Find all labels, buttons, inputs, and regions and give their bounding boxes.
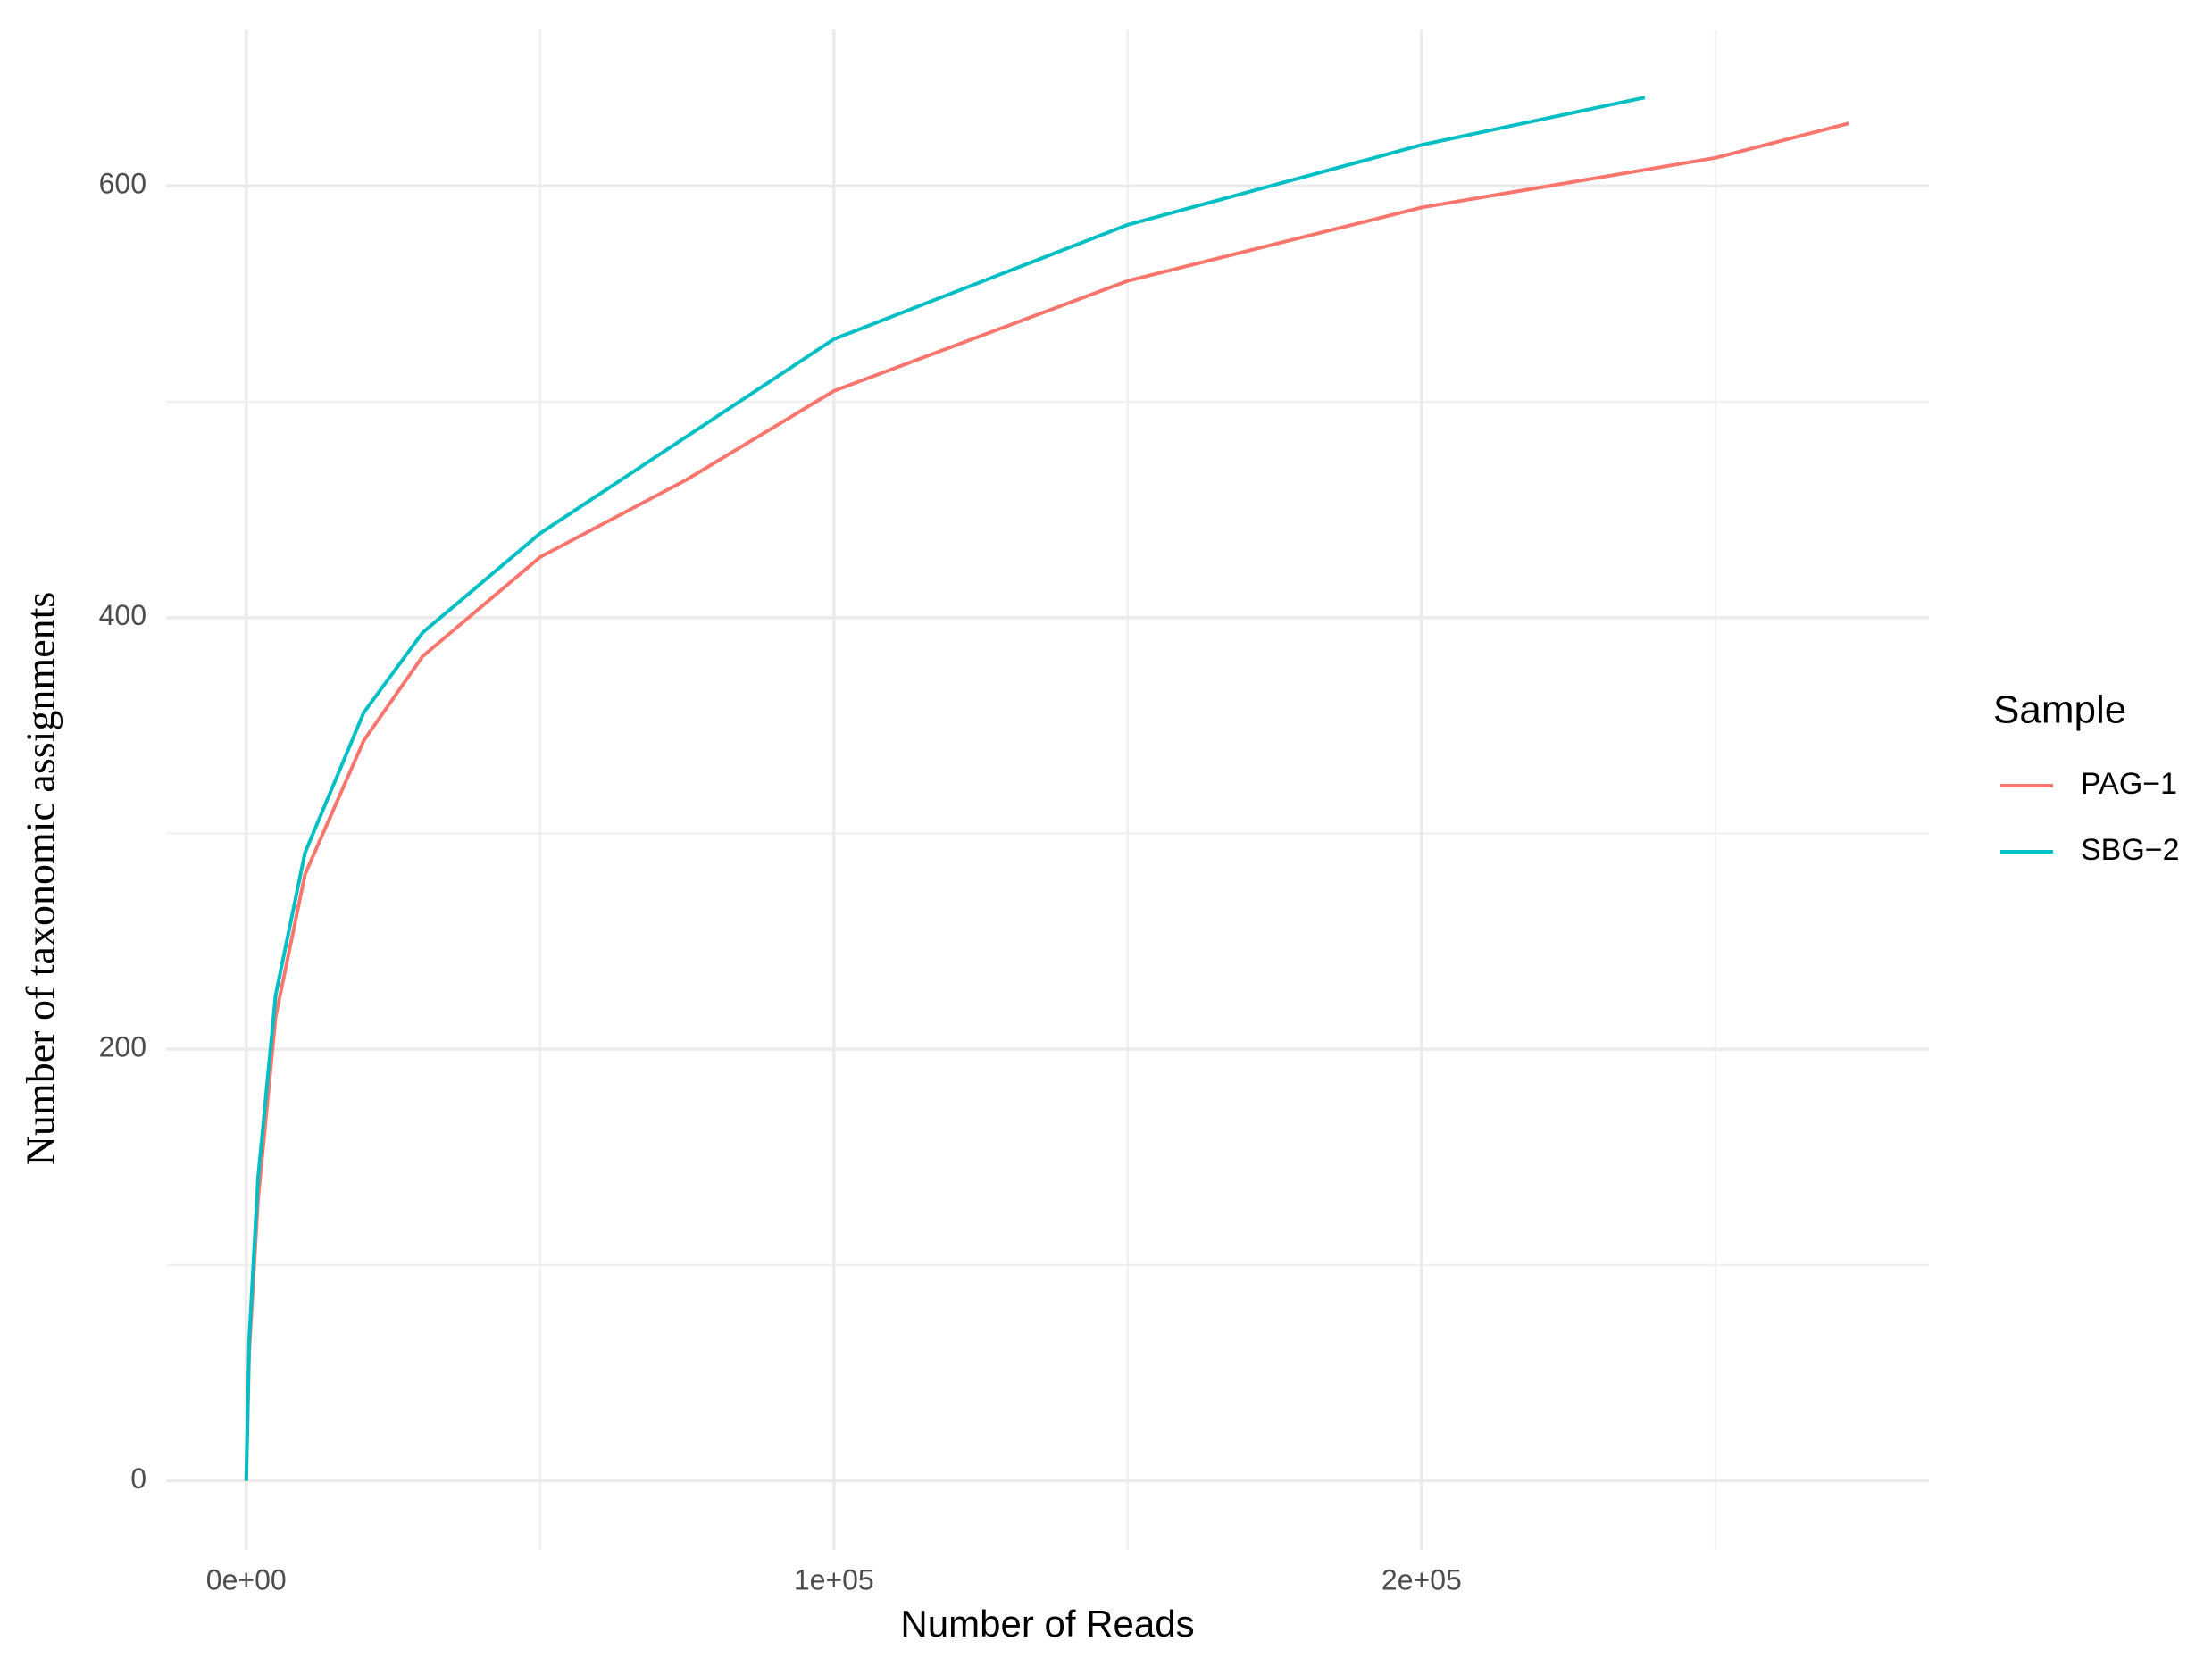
series-line [244, 121, 1849, 1481]
series-line [244, 96, 1646, 1481]
y-tick-label: 600 [99, 168, 146, 200]
legend-title: Sample [1993, 688, 2126, 732]
x-axis-title: Number of Reads [900, 1603, 1194, 1645]
y-tick-label: 0 [130, 1462, 146, 1495]
x-tick-label: 1e+05 [794, 1563, 874, 1595]
legend-label: PAG−1 [2081, 767, 2177, 801]
y-tick-label: 200 [99, 1031, 146, 1063]
y-axis-title: Number of taxonomic assignments [18, 592, 63, 1166]
y-tick-label: 400 [99, 599, 146, 631]
legend-label: SBG−2 [2081, 833, 2180, 867]
x-tick-label: 0e+00 [206, 1563, 287, 1595]
x-tick-label: 2e+05 [1381, 1563, 1462, 1595]
